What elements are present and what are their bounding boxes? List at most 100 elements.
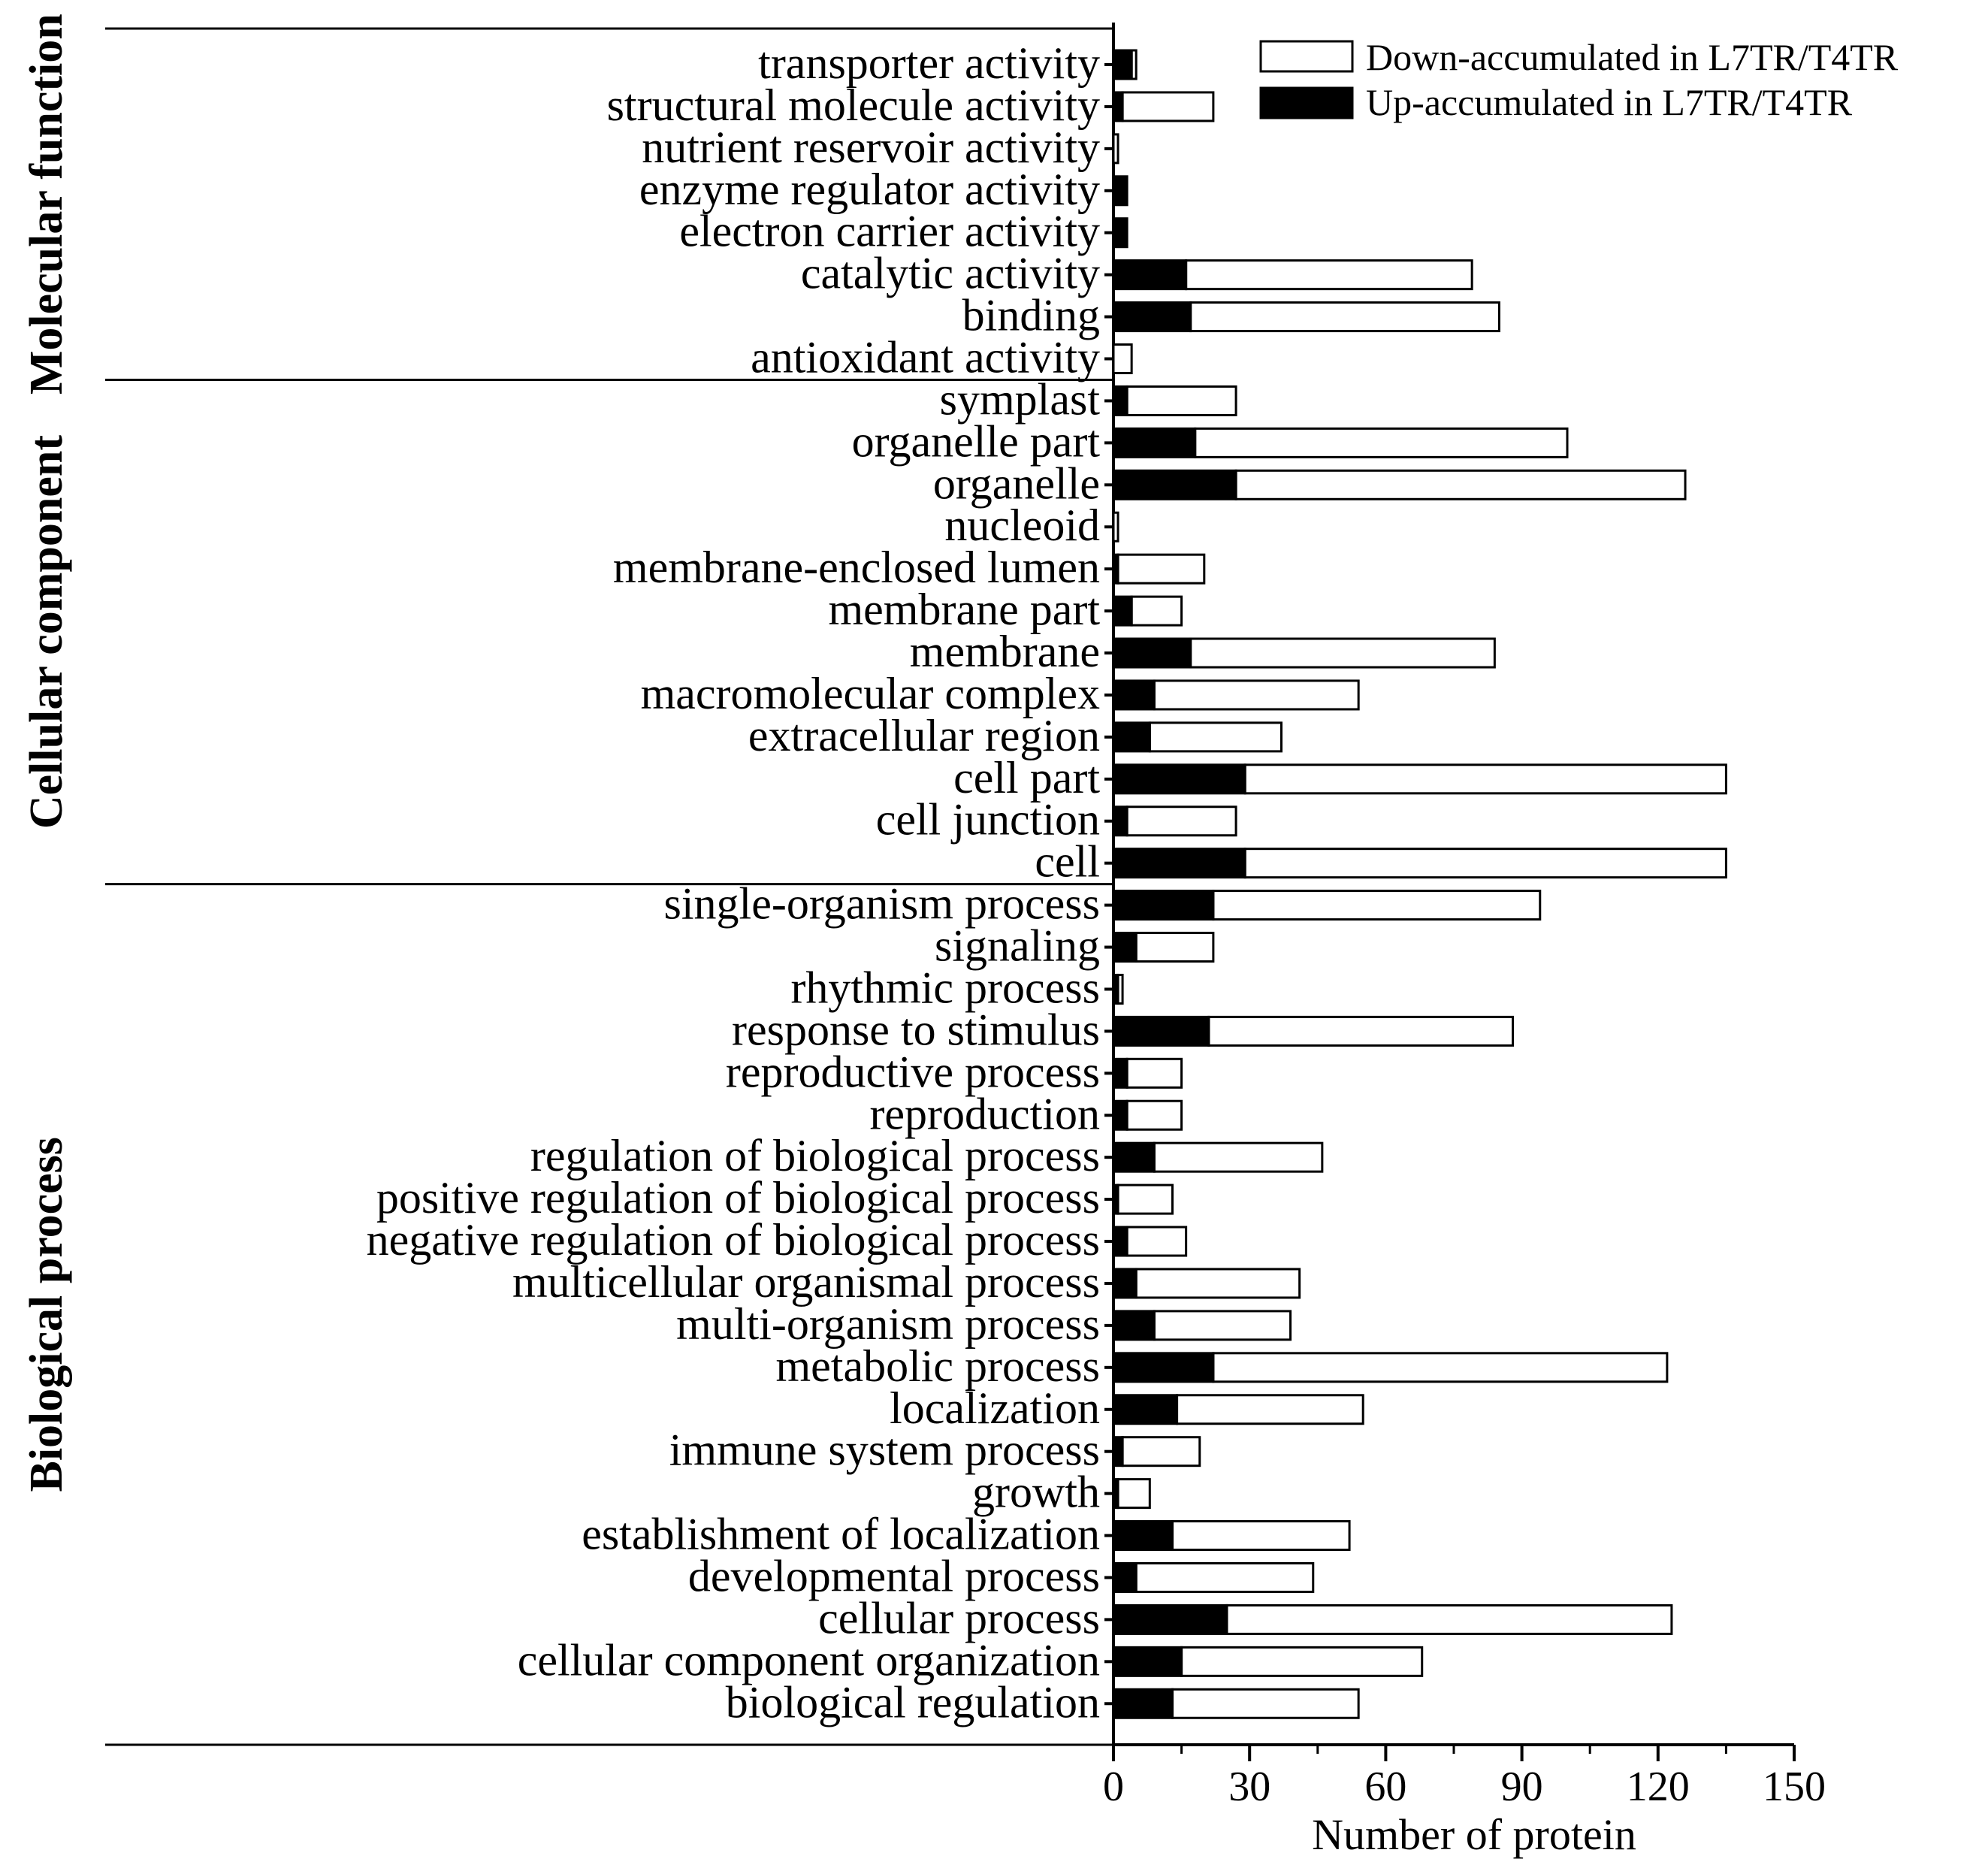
bar-up-biological-regulation [1112,1688,1174,1719]
x-tick-label: 60 [1364,1764,1406,1810]
bar-down-immune-system-process [1121,1436,1201,1467]
bar-up-immune-system-process [1112,1436,1124,1467]
bar-down-organelle [1234,469,1687,500]
category-label-organelle: organelle [933,458,1100,508]
category-label-localization: localization [890,1383,1100,1433]
category-label-antioxidant-activity: antioxidant activity [751,333,1100,382]
bar-up-catalytic-activity [1112,259,1188,291]
group-label-cellular-component: Cellular component [21,435,72,829]
bar-up-structural-molecule-activity [1112,91,1124,122]
category-label-macromolecular-complex: macromolecular complex [641,669,1100,718]
category-label-positive-regulation-of-biological-process: positive regulation of biological proces… [376,1173,1100,1223]
bar-down-reproductive-process [1125,1057,1183,1089]
bar-down-response-to-stimulus [1207,1015,1515,1047]
category-label-cell-junction: cell junction [876,795,1100,845]
bar-up-enzyme-regulator-activity [1112,175,1128,207]
bar-up-transporter-activity [1112,49,1133,80]
bar-up-macromolecular-complex [1112,679,1156,711]
x-tick-label: 30 [1228,1764,1270,1810]
category-label-negative-regulation-of-biological-process: negative regulation of biological proces… [367,1215,1100,1265]
bar-up-signaling [1112,932,1138,963]
legend: Down-accumulated in L7TR/T4TR Up-accumul… [1259,36,1899,123]
bar-down-macromolecular-complex [1153,679,1360,711]
bar-up-membrane-enclosed-lumen [1112,553,1119,585]
category-label-binding: binding [962,291,1100,340]
category-label-growth: growth [972,1467,1100,1517]
bar-down-localization [1176,1394,1364,1425]
bar-up-cellular-component-organization [1112,1646,1183,1677]
bar-down-establishment-of-localization [1171,1520,1351,1552]
bar-up-cellular-process [1112,1603,1228,1635]
bar-marks [1112,49,1727,1719]
bar-down-reproduction [1125,1099,1183,1131]
category-label-structural-molecule-activity: structural molecule activity [607,80,1100,130]
bar-down-membrane-part [1130,595,1183,627]
bar-up-positive-regulation-of-biological-process [1112,1183,1119,1215]
bar-down-nucleoid [1112,511,1119,543]
bar-up-single-organism-process [1112,890,1215,921]
category-label-rhythmic-process: rhythmic process [790,963,1100,1012]
bar-up-binding [1112,301,1192,333]
bar-down-regulation-of-biological-process [1153,1141,1324,1173]
category-label-symplast: symplast [940,374,1101,424]
bar-up-extracellular-region [1112,721,1151,753]
category-label-cellular-process: cellular process [818,1593,1100,1643]
x-tick-label: 90 [1501,1764,1543,1810]
bar-up-rhythmic-process [1112,973,1119,1005]
category-label-cell-part: cell part [953,753,1100,803]
bar-up-organelle-part [1112,427,1197,458]
category-label-electron-carrier-activity: electron carrier activity [679,207,1100,256]
legend-swatch-up [1259,86,1354,119]
bar-down-cellular-component-organization [1180,1646,1424,1677]
bar-down-developmental-process [1134,1561,1315,1593]
bar-down-cell [1243,848,1727,879]
category-label-single-organism-process: single-organism process [664,879,1100,929]
bar-up-establishment-of-localization [1112,1520,1174,1552]
bar-down-antioxidant-activity [1112,343,1133,375]
bar-up-reproduction [1112,1099,1128,1131]
bar-up-cell [1112,848,1246,879]
bar-up-multicellular-organismal-process [1112,1268,1138,1299]
bar-up-response-to-stimulus [1112,1015,1210,1047]
bar-up-organelle [1112,469,1237,500]
legend-label-down: Down-accumulated in L7TR/T4TR [1366,36,1899,78]
bar-down-catalytic-activity [1185,259,1473,291]
bar-down-multi-organism-process [1153,1310,1292,1341]
bar-down-single-organism-process [1212,890,1542,921]
category-label-membrane-enclosed-lumen: membrane-enclosed lumen [613,543,1100,592]
bar-up-localization [1112,1394,1179,1425]
category-label-establishment-of-localization: establishment of localization [582,1510,1100,1559]
bar-down-organelle-part [1194,427,1569,458]
bar-up-negative-regulation-of-biological-process [1112,1226,1128,1257]
bar-up-cell-junction [1112,806,1128,837]
bar-down-membrane-enclosed-lumen [1116,553,1206,585]
category-label-immune-system-process: immune system process [669,1425,1100,1475]
bar-up-electron-carrier-activity [1112,217,1128,249]
category-label-nucleoid: nucleoid [944,500,1100,550]
category-label-developmental-process: developmental process [688,1551,1100,1600]
legend-label-up: Up-accumulated in L7TR/T4TR [1366,81,1853,123]
bar-up-growth [1112,1478,1119,1510]
bar-down-cell-part [1243,763,1727,795]
x-tick-label: 0 [1103,1764,1124,1810]
bar-down-positive-regulation-of-biological-process [1116,1183,1174,1215]
category-label-signaling: signaling [935,921,1100,971]
bar-down-binding [1189,301,1500,333]
category-label-regulation-of-biological-process: regulation of biological process [530,1131,1100,1180]
x-tick-label: 150 [1763,1764,1826,1810]
legend-swatch-down [1259,40,1354,73]
bar-up-metabolic-process [1112,1352,1215,1383]
bar-down-metabolic-process [1212,1352,1669,1383]
x-tick-label: 120 [1627,1764,1690,1810]
category-label-cellular-component-organization: cellular component organization [518,1635,1100,1685]
bar-up-cell-part [1112,763,1246,795]
category-label-organelle-part: organelle part [852,416,1101,466]
category-label-response-to-stimulus: response to stimulus [732,1005,1100,1054]
bar-down-signaling [1134,932,1215,963]
bar-down-growth [1116,1478,1151,1510]
bar-up-multi-organism-process [1112,1310,1156,1341]
text-labels: Number of protein 0 30 60 90 120 150 transport… [21,14,1826,1859]
bar-down-nutrient-reservoir-activity [1112,133,1119,165]
category-label-metabolic-process: metabolic process [775,1341,1100,1391]
